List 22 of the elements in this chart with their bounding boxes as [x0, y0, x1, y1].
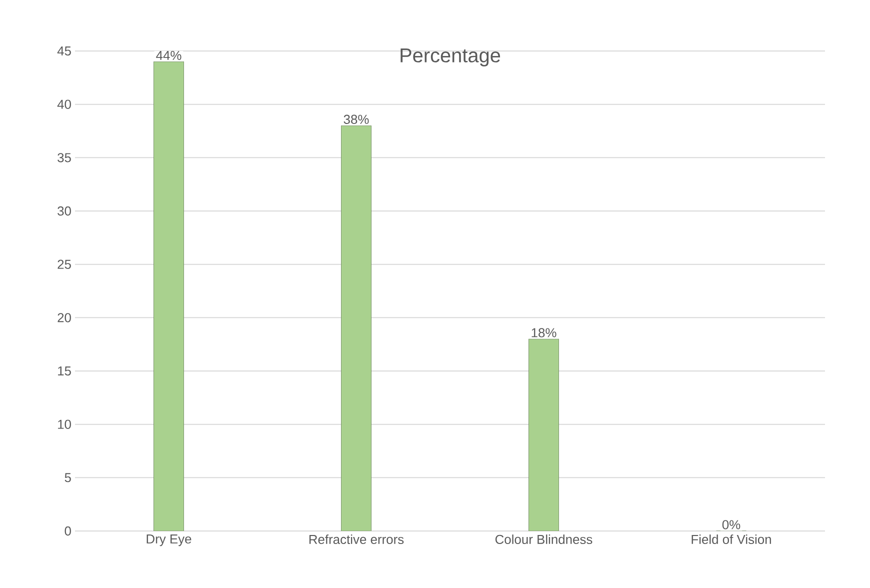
data-label: 44% [156, 50, 182, 60]
bar [154, 61, 184, 531]
x-tick-label: Dry Eye [146, 534, 192, 546]
x-tick-label: Refractive errors [309, 534, 404, 544]
y-tick-label: 5 [64, 473, 71, 482]
y-tick-label: 35 [58, 153, 71, 162]
bar [528, 338, 559, 531]
data-label: 18% [532, 328, 556, 338]
y-tick-label: 30 [58, 206, 71, 216]
x-tick-label: Colour Blindness [495, 534, 592, 544]
bar [341, 125, 372, 531]
y-tick-label: 15 [58, 366, 71, 376]
x-tick-label: Field of Vision [692, 534, 771, 544]
y-tick-label: 45 [57, 46, 71, 56]
y-tick-label: 10 [58, 420, 71, 429]
data-label: 38% [344, 114, 369, 124]
y-tick-label: 20 [58, 313, 71, 322]
chart-title: Percentage [400, 48, 500, 66]
y-tick-label: 0 [64, 526, 71, 536]
data-label: 0% [722, 520, 740, 530]
y-tick-label: 25 [58, 260, 71, 269]
y-tick-label: 40 [57, 100, 71, 109]
